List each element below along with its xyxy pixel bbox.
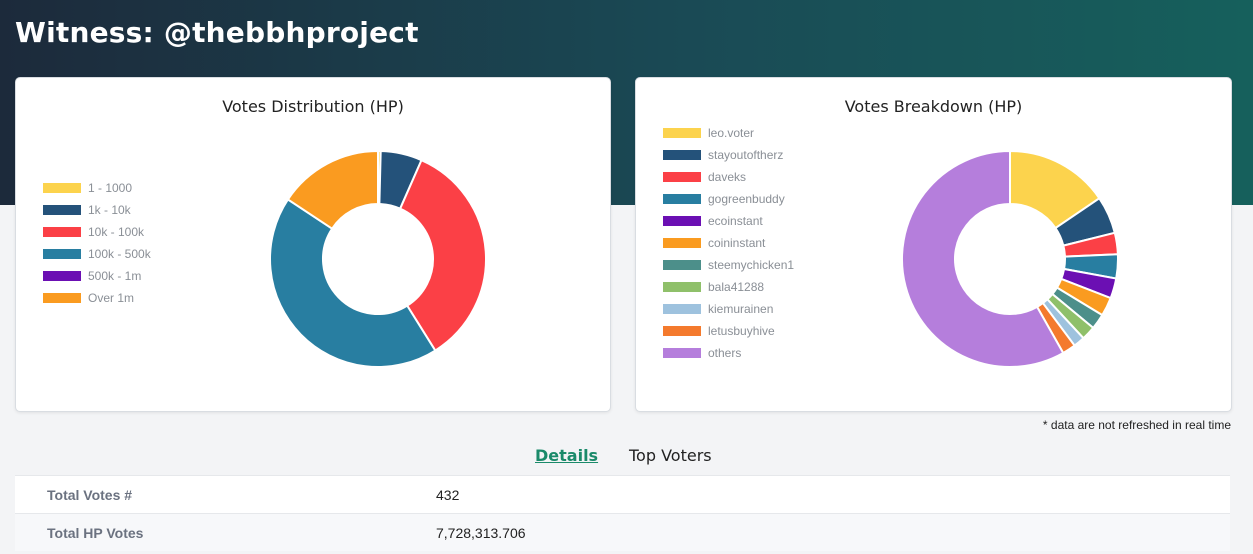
details-tabs: Details Top Voters <box>0 446 1253 468</box>
legend-item-1-1000[interactable]: 1 - 1000 <box>43 177 151 199</box>
legend-item-letusbuyhive[interactable]: letusbuyhive <box>663 320 794 342</box>
row-value: 432 <box>436 487 460 503</box>
slice-10k-100k[interactable] <box>398 158 487 352</box>
row-key: Total Votes # <box>47 487 133 503</box>
legend-swatch <box>663 194 701 204</box>
legend-label: Over 1m <box>88 291 135 305</box>
legend-item-bala41288[interactable]: bala41288 <box>663 276 794 298</box>
legend-item-over-1m[interactable]: Over 1m <box>43 287 151 309</box>
legend-label: gogreenbuddy <box>708 192 785 206</box>
realtime-note: * data are not refreshed in real time <box>1042 418 1231 432</box>
legend-item-steemychicken1[interactable]: steemychicken1 <box>663 254 794 276</box>
slice-over-1m[interactable] <box>286 149 379 231</box>
row-key: Total HP Votes <box>47 525 144 541</box>
legend-item-500k-1m[interactable]: 500k - 1m <box>43 265 151 287</box>
page-title: Witness: @thebbhproject <box>15 16 419 49</box>
legend-label: coininstant <box>708 236 766 250</box>
legend-label: 500k - 1m <box>88 269 142 283</box>
legend-swatch <box>663 348 701 358</box>
legend-label: 1 - 1000 <box>88 181 133 195</box>
legend-swatch <box>663 304 701 314</box>
legend-item-gogreenbuddy[interactable]: gogreenbuddy <box>663 188 794 210</box>
legend-swatch <box>663 282 701 292</box>
tab-details[interactable]: Details <box>535 446 599 465</box>
legend-label: 1k - 10k <box>88 203 131 217</box>
legend-item-1k-10k[interactable]: 1k - 10k <box>43 199 151 221</box>
votes-distribution-donut <box>269 149 487 368</box>
legend-item-ecoinstant[interactable]: ecoinstant <box>663 210 794 232</box>
legend-label: 100k - 500k <box>88 247 151 261</box>
legend-item-daveks[interactable]: daveks <box>663 166 794 188</box>
legend-swatch <box>43 271 81 281</box>
legend-item-coininstant[interactable]: coininstant <box>663 232 794 254</box>
votes-breakdown-donut <box>901 149 1119 368</box>
tab-top-voters[interactable]: Top Voters <box>629 446 712 465</box>
votes-distribution-card: Votes Distribution (HP) 1 - 1000 1k - 10k… <box>15 77 611 412</box>
legend-swatch <box>43 249 81 259</box>
legend-swatch <box>663 238 701 248</box>
legend-item-leo-voter[interactable]: leo.voter <box>663 122 794 144</box>
legend-swatch <box>663 216 701 226</box>
legend-label: leo.voter <box>708 126 755 140</box>
legend-item-100k-500k[interactable]: 100k - 500k <box>43 243 151 265</box>
legend-swatch <box>43 227 81 237</box>
legend-label: kiemurainen <box>708 302 774 316</box>
legend-label: steemychicken1 <box>708 258 795 272</box>
legend-swatch <box>43 293 81 303</box>
legend-swatch <box>663 326 701 336</box>
table-row: Total Votes # 432 <box>15 475 1230 513</box>
slice-others[interactable] <box>901 149 1065 368</box>
legend-label: 10k - 100k <box>88 225 145 239</box>
legend-item-stayoutoftherz[interactable]: stayoutoftherz <box>663 144 794 166</box>
votes-breakdown-card: Votes Breakdown (HP) leo.voter stayoutoft… <box>635 77 1232 412</box>
details-table: Total Votes # 432 Total HP Votes 7,728,3… <box>15 475 1230 551</box>
table-row: Total HP Votes 7,728,313.706 <box>15 513 1230 551</box>
legend-swatch <box>43 183 81 193</box>
legend-label: ecoinstant <box>708 214 763 228</box>
legend-label: others <box>708 346 742 360</box>
legend-label: daveks <box>708 170 747 184</box>
slice-100k-500k[interactable] <box>269 198 437 368</box>
votes-distribution-legend: 1 - 1000 1k - 10k 10k - 100k 100k - 500k 500… <box>43 177 151 309</box>
legend-swatch <box>43 205 81 215</box>
legend-item-others[interactable]: others <box>663 342 794 364</box>
legend-item-kiemurainen[interactable]: kiemurainen <box>663 298 794 320</box>
votes-distribution-title: Votes Distribution (HP) <box>222 97 404 116</box>
legend-item-10k-100k[interactable]: 10k - 100k <box>43 221 151 243</box>
votes-breakdown-legend: leo.voter stayoutoftherz daveks gogreenbudd… <box>663 122 794 364</box>
legend-label: letusbuyhive <box>708 324 775 338</box>
legend-swatch <box>663 260 701 270</box>
legend-label: stayoutoftherz <box>708 148 784 162</box>
legend-swatch <box>663 150 701 160</box>
legend-swatch <box>663 128 701 138</box>
votes-breakdown-title: Votes Breakdown (HP) <box>844 97 1023 116</box>
row-value: 7,728,313.706 <box>436 525 526 541</box>
legend-label: bala41288 <box>708 280 765 294</box>
legend-swatch <box>663 172 701 182</box>
